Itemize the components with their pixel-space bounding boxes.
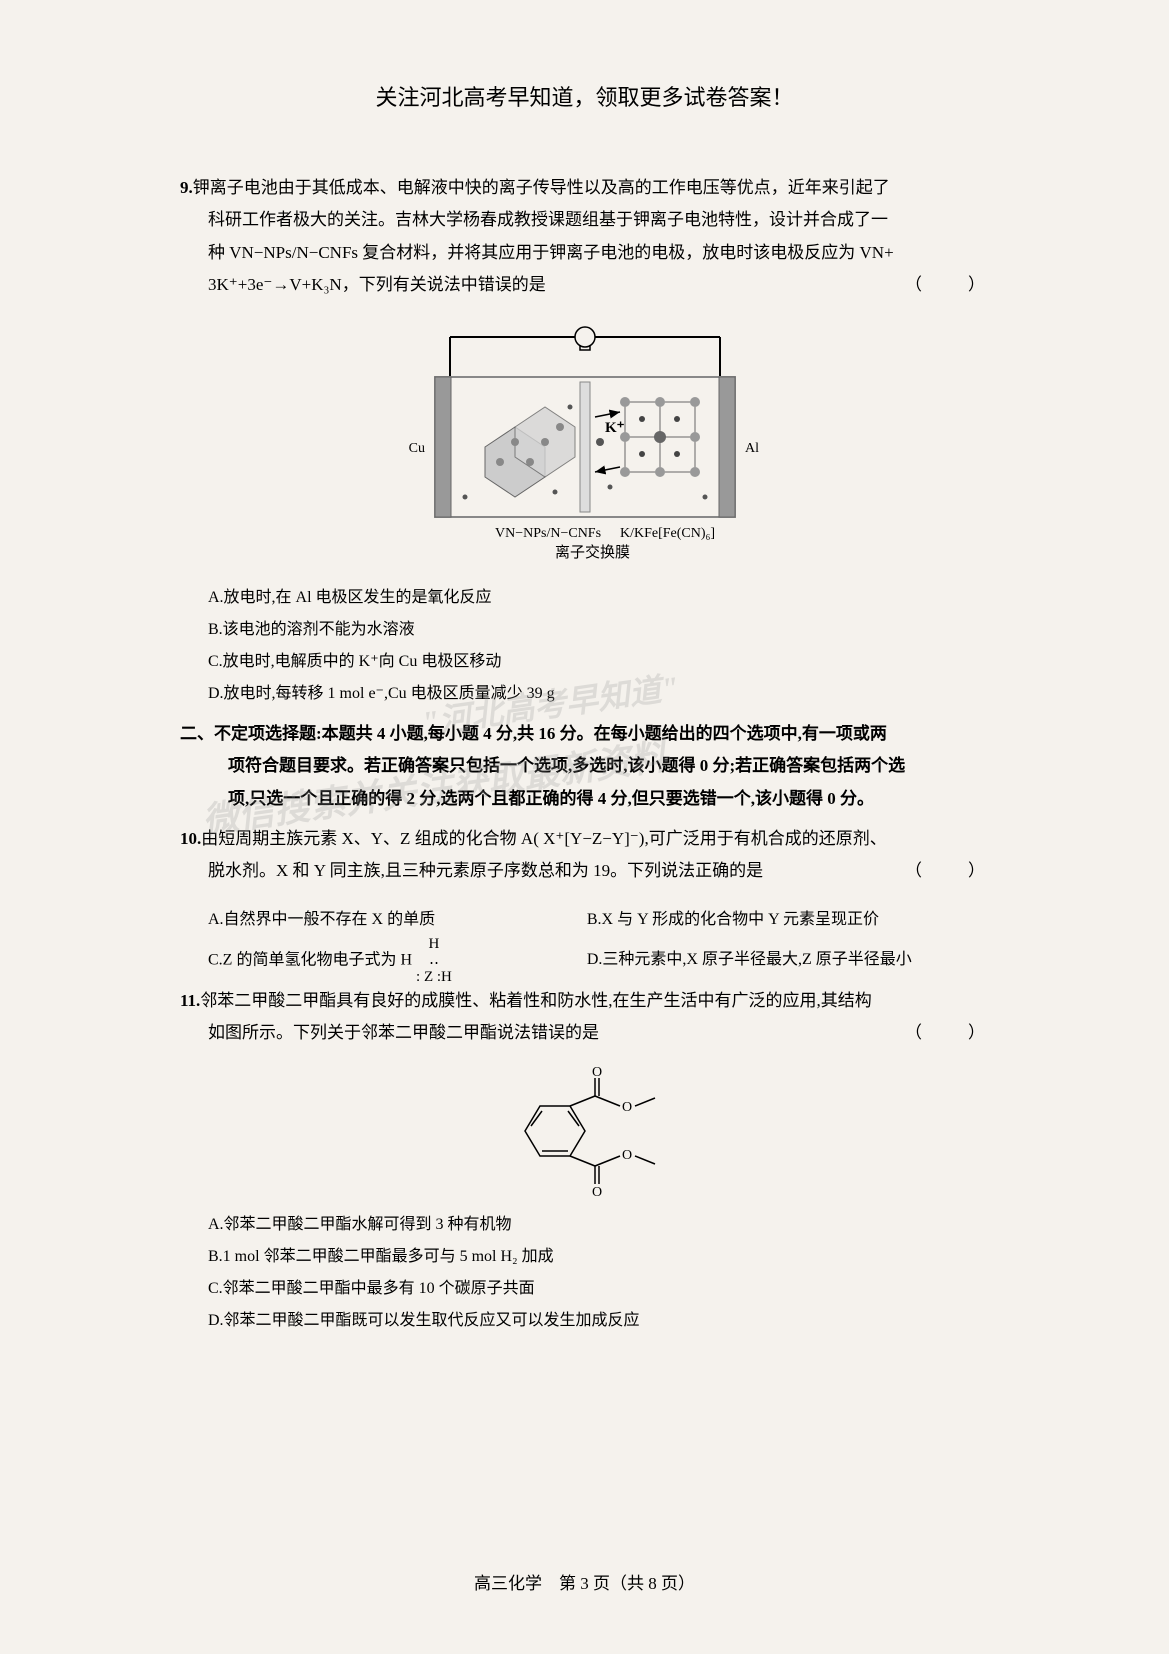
q9-number: 9. xyxy=(180,178,193,197)
q9-line3: 种 VN−NPs/N−CNFs 复合材料，并将其应用于钾离子电池的电极，放电时该… xyxy=(180,237,989,269)
battery-svg: Cu Al xyxy=(395,317,775,567)
q10-line2-wrap: 脱水剂。X 和 Y 同主族,且三种元素原子序数总和为 19。下列说法正确的是 （… xyxy=(180,855,989,887)
svg-text:O: O xyxy=(622,1100,632,1115)
right-material-label: K/KFe[Fe(CN)₆] xyxy=(620,526,715,541)
q10-optA: A.自然界中一般不存在 X 的单质 xyxy=(208,904,583,936)
q10-line2: 脱水剂。X 和 Y 同主族,且三种元素原子序数总和为 19。下列说法正确的是 xyxy=(208,861,763,880)
q9-optB: B.该电池的溶剂不能为水溶液 xyxy=(208,614,989,646)
q10-optD: D.三种元素中,X 原子半径最大,Z 原子半径最小 xyxy=(587,944,962,976)
q10-bracket: （ ） xyxy=(905,855,989,887)
svg-text:O: O xyxy=(592,1185,602,1196)
left-material-label: VN−NPs/N−CNFs xyxy=(495,526,601,541)
q11-number: 11. xyxy=(180,991,200,1010)
q10-electron-formula: H ‥ : Z :H xyxy=(416,936,452,986)
q10-optC-pre: C.Z 的简单氢化物电子式为 H xyxy=(208,951,412,968)
question-9: 9.钾离子电池由于其低成本、电解液中快的离子传导性以及高的工作电压等优点，近年来… xyxy=(180,172,989,301)
q11-bracket: （ ） xyxy=(905,1017,989,1049)
chem-structure: O O O O xyxy=(180,1066,989,1201)
q9-line4: 3K⁺+3e⁻→V+K₃N，下列有关说法中错误的是 xyxy=(208,275,546,294)
q10-optC: C.Z 的简单氢化物电子式为 H H ‥ : Z :H xyxy=(208,936,583,986)
q11-optC: C.邻苯二甲酸二甲酯中最多有 10 个碳原子共面 xyxy=(208,1273,989,1305)
q11-optD: D.邻苯二甲酸二甲酯既可以发生取代反应又可以发生加成反应 xyxy=(208,1305,989,1337)
svg-text:O: O xyxy=(592,1066,602,1080)
q10-optrow2: C.Z 的简单氢化物电子式为 H H ‥ : Z :H D.三种元素中,X 原子… xyxy=(208,936,989,986)
molecule-svg: O O O O xyxy=(495,1066,675,1196)
q10-number: 10. xyxy=(180,829,201,848)
svg-text:K⁺: K⁺ xyxy=(605,420,625,436)
q9-options: A.放电时,在 Al 电极区发生的是氧化反应 B.该电池的溶剂不能为水溶液 C.… xyxy=(180,582,989,710)
page-footer: 高三化学 第 3 页（共 8 页） xyxy=(0,1569,1169,1594)
section2-header: 二、不定项选择题:本题共 4 小题,每小题 4 分,共 16 分。在每小题给出的… xyxy=(180,718,989,815)
q9-optD: D.放电时,每转移 1 mol e⁻,Cu 电极区质量减少 39 g xyxy=(208,678,989,710)
q9-bracket: （ ） xyxy=(905,269,989,301)
svg-text:Cu: Cu xyxy=(408,441,424,456)
q9-line1: 钾离子电池由于其低成本、电解液中快的离子传导性以及高的工作电压等优点，近年来引起… xyxy=(193,178,890,197)
section2-line1: 二、不定项选择题:本题共 4 小题,每小题 4 分,共 16 分。在每小题给出的… xyxy=(180,724,887,743)
q9-line4-wrap: 3K⁺+3e⁻→V+K₃N，下列有关说法中错误的是 （ ） xyxy=(180,269,989,301)
q11-optB: B.1 mol 邻苯二甲酸二甲酯最多可与 5 mol H₂ 加成 xyxy=(208,1241,989,1273)
battery-diagram: Cu Al xyxy=(395,317,775,567)
q9-line2: 科研工作者极大的关注。吉林大学杨春成教授课题组基于钾离子电池特性，设计并合成了一 xyxy=(180,204,989,236)
q11-options: A.邻苯二甲酸二甲酯水解可得到 3 种有机物 B.1 mol 邻苯二甲酸二甲酯最… xyxy=(180,1209,989,1337)
section2-line2: 项符合题目要求。若正确答案只包括一个选项,多选时,该小题得 0 分;若正确答案包… xyxy=(180,750,989,782)
q9-optA: A.放电时,在 Al 电极区发生的是氧化反应 xyxy=(208,582,989,614)
q10-optrow1: A.自然界中一般不存在 X 的单质 B.X 与 Y 形成的化合物中 Y 元素呈现… xyxy=(208,904,989,936)
q9-optC: C.放电时,电解质中的 K⁺向 Cu 电极区移动 xyxy=(208,646,989,678)
svg-text:O: O xyxy=(622,1148,632,1163)
q10-line1: 由短周期主族元素 X、Y、Z 组成的化合物 A( X⁺[Y−Z−Y]⁻),可广泛… xyxy=(201,829,886,848)
q10-options: A.自然界中一般不存在 X 的单质 B.X 与 Y 形成的化合物中 Y 元素呈现… xyxy=(180,904,989,986)
question-10: 10.由短周期主族元素 X、Y、Z 组成的化合物 A( X⁺[Y−Z−Y]⁻),… xyxy=(180,823,989,888)
svg-text:Al: Al xyxy=(745,441,759,456)
section2-line3: 项,只选一个且正确的得 2 分,选两个且都正确的得 4 分,但只要选错一个,该小… xyxy=(180,783,989,815)
header-notice: 关注河北高考早知道，领取更多试卷答案！ xyxy=(180,80,989,112)
q11-optA: A.邻苯二甲酸二甲酯水解可得到 3 种有机物 xyxy=(208,1209,989,1241)
q10-optB: B.X 与 Y 形成的化合物中 Y 元素呈现正价 xyxy=(587,904,962,936)
battery-diagram-wrap: Cu Al xyxy=(180,317,989,572)
question-11: 11.邻苯二甲酸二甲酯具有良好的成膜性、粘着性和防水性,在生产生活中有广泛的应用… xyxy=(180,985,989,1050)
membrane-label: 离子交换膜 xyxy=(555,543,630,561)
q11-line2-wrap: 如图所示。下列关于邻苯二甲酸二甲酯说法错误的是 （ ） xyxy=(180,1017,989,1049)
q11-line2: 如图所示。下列关于邻苯二甲酸二甲酯说法错误的是 xyxy=(208,1023,599,1042)
q11-line1: 邻苯二甲酸二甲酯具有良好的成膜性、粘着性和防水性,在生产生活中有广泛的应用,其结… xyxy=(200,991,872,1010)
